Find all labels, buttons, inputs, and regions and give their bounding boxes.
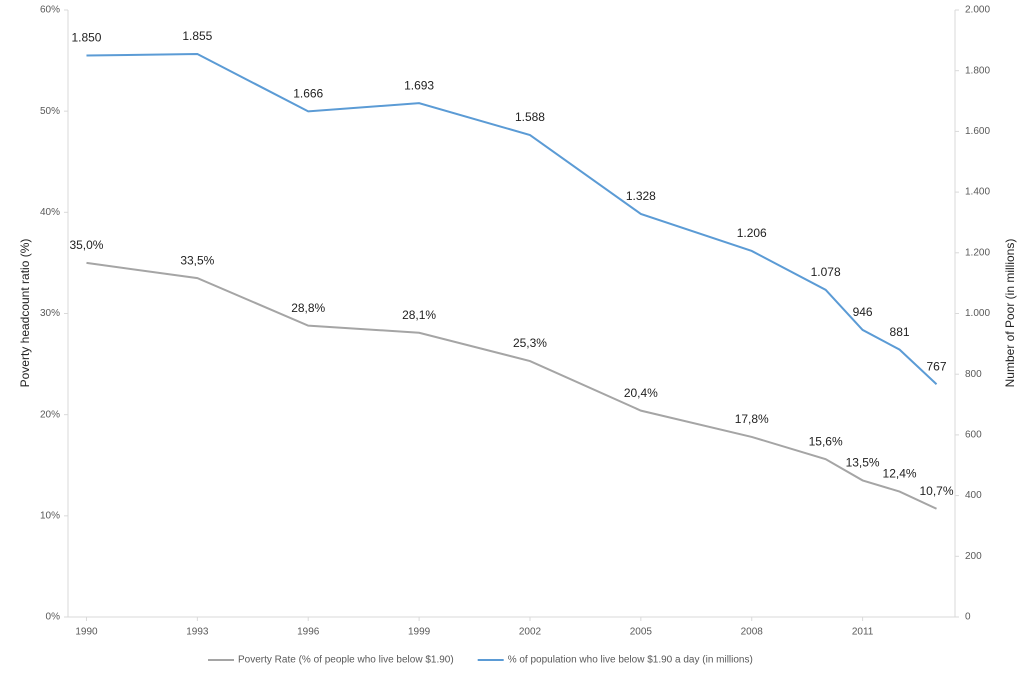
data-label: 1.693 [404, 78, 434, 92]
series-line [86, 53, 938, 385]
y2-tick-label: 400 [965, 490, 982, 501]
data-label: 25,3% [513, 336, 547, 350]
y-tick-label: 30% [40, 308, 60, 319]
x-tick-label: 1993 [186, 627, 209, 638]
data-label: 946 [853, 305, 873, 319]
y2-tick-label: 2.000 [965, 5, 990, 16]
x-tick-label: 2005 [630, 627, 653, 638]
data-label: 28,1% [402, 308, 436, 322]
data-label: 20,4% [624, 386, 658, 400]
data-label: 15,6% [809, 434, 843, 448]
data-label: 33,5% [180, 253, 214, 267]
data-label: 12,4% [883, 467, 917, 481]
y-tick-label: 50% [40, 106, 60, 117]
data-label: 17,8% [735, 412, 769, 426]
data-label: 1.206 [737, 226, 767, 240]
data-label: 767 [927, 359, 947, 373]
y-tick-label: 0% [46, 612, 61, 623]
data-label: 13,5% [846, 456, 880, 470]
y2-tick-label: 1.200 [965, 247, 990, 258]
data-label: 1.078 [811, 265, 841, 279]
y-tick-label: 20% [40, 409, 60, 420]
y-tick-label: 40% [40, 207, 60, 218]
y2-tick-label: 1.400 [965, 187, 990, 198]
legend-label: Poverty Rate (% of people who live below… [238, 655, 454, 666]
data-label: 1.328 [626, 189, 656, 203]
data-label: 28,8% [291, 301, 325, 315]
x-tick-label: 1990 [75, 627, 98, 638]
x-tick-label: 2002 [519, 627, 542, 638]
y2-tick-label: 1.600 [965, 126, 990, 137]
y2-tick-label: 800 [965, 369, 982, 380]
y2-axis-title: Number of Poor (in millions) [1003, 239, 1017, 388]
data-label: 881 [890, 325, 910, 339]
y2-tick-label: 200 [965, 551, 982, 562]
x-tick-label: 2011 [852, 627, 874, 638]
x-tick-label: 1999 [408, 627, 431, 638]
data-label: 1.666 [293, 87, 323, 101]
x-tick-label: 1996 [297, 627, 320, 638]
y2-tick-label: 600 [965, 430, 982, 441]
y2-tick-label: 1.800 [965, 65, 990, 76]
y2-tick-label: 0 [965, 612, 971, 623]
series-line [86, 261, 937, 510]
data-label: 1.855 [182, 29, 212, 43]
y2-tick-label: 1.000 [965, 308, 990, 319]
data-label: 10,7% [920, 484, 954, 498]
y-tick-label: 60% [40, 5, 60, 16]
data-label: 1.850 [71, 31, 101, 45]
data-label: 35,0% [69, 238, 103, 252]
y-axis-title: Poverty headcount ratio (%) [18, 239, 32, 388]
y-tick-label: 10% [40, 510, 60, 521]
x-tick-label: 2008 [741, 627, 764, 638]
data-label: 1.588 [515, 110, 545, 124]
legend-label: % of population who live below $1.90 a d… [508, 655, 753, 666]
